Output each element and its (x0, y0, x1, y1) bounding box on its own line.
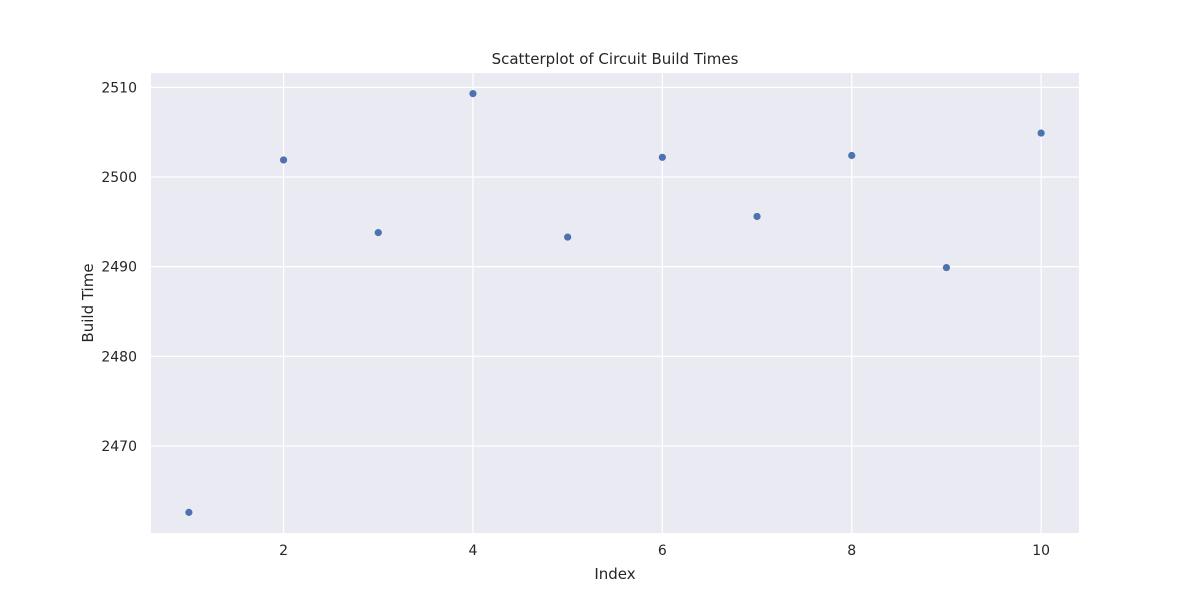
data-point (658, 153, 666, 161)
y-tick-label: 2500 (101, 170, 137, 186)
x-tick-labels: 2 4 6 8 10 (279, 543, 1050, 559)
x-gridlines (282, 73, 1042, 533)
data-point (185, 508, 193, 516)
y-gridlines (151, 86, 1079, 447)
data-point (848, 151, 856, 160)
data-point (1037, 129, 1045, 137)
x-tick-label: 6 (658, 543, 667, 559)
data-point (942, 263, 951, 272)
x-axis-label: Index (594, 565, 635, 583)
x-tick-label: 2 (279, 543, 288, 559)
plot-area (151, 73, 1079, 533)
x-tick-label: 8 (847, 543, 856, 559)
y-tick-label: 2490 (101, 260, 137, 276)
data-point (279, 156, 288, 164)
y-axis-label: Build Time (79, 263, 97, 342)
data-point (374, 229, 382, 237)
data-point (469, 90, 477, 98)
data-point (564, 233, 572, 241)
y-tick-label: 2510 (101, 80, 137, 96)
y-tick-label: 2470 (101, 439, 137, 455)
chart-title: Scatterplot of Circuit Build Times (492, 50, 739, 68)
x-tick-label: 10 (1032, 543, 1050, 559)
data-point (753, 212, 761, 221)
y-tick-label: 2480 (101, 349, 137, 365)
y-tick-labels: 2470 2480 2490 2500 2510 (101, 80, 137, 455)
x-tick-label: 4 (468, 543, 477, 559)
data-points (185, 90, 1045, 516)
